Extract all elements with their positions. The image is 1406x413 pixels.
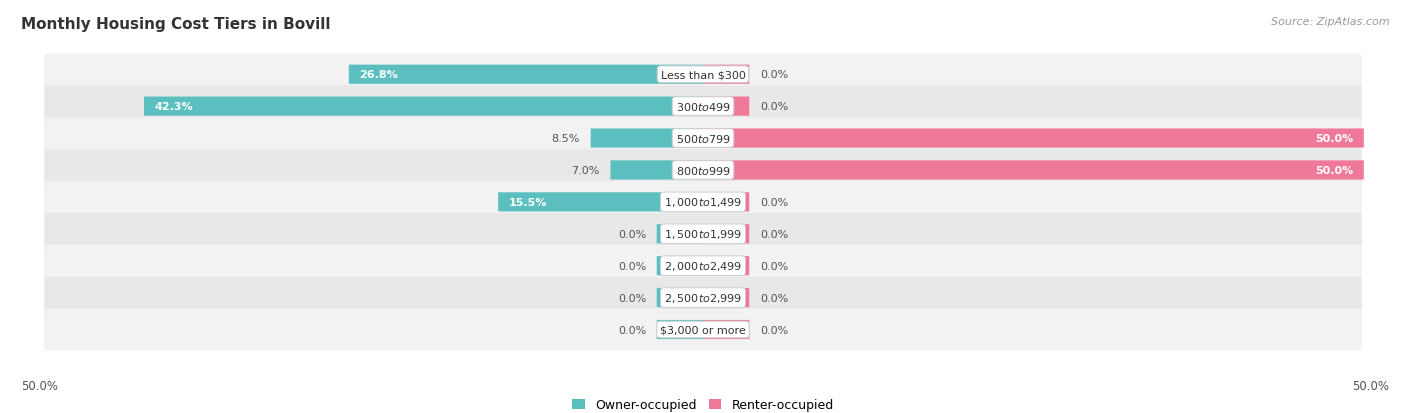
Text: 50.0%: 50.0% <box>1353 380 1389 392</box>
FancyBboxPatch shape <box>657 288 703 307</box>
Text: 8.5%: 8.5% <box>551 134 581 144</box>
FancyBboxPatch shape <box>703 256 749 275</box>
Text: 50.0%: 50.0% <box>21 380 58 392</box>
Legend: Owner-occupied, Renter-occupied: Owner-occupied, Renter-occupied <box>568 393 838 413</box>
Text: 0.0%: 0.0% <box>617 325 647 335</box>
FancyBboxPatch shape <box>591 129 703 148</box>
Text: 26.8%: 26.8% <box>360 70 398 80</box>
FancyBboxPatch shape <box>703 97 749 116</box>
Text: 0.0%: 0.0% <box>759 102 789 112</box>
Text: $1,500 to $1,999: $1,500 to $1,999 <box>664 228 742 241</box>
FancyBboxPatch shape <box>349 66 703 85</box>
Text: 0.0%: 0.0% <box>617 261 647 271</box>
Text: 0.0%: 0.0% <box>759 293 789 303</box>
Text: $2,500 to $2,999: $2,500 to $2,999 <box>664 292 742 304</box>
Text: 0.0%: 0.0% <box>759 197 789 207</box>
FancyBboxPatch shape <box>703 320 749 339</box>
Text: $300 to $499: $300 to $499 <box>675 101 731 113</box>
FancyBboxPatch shape <box>44 150 1362 191</box>
FancyBboxPatch shape <box>44 55 1362 96</box>
Text: 50.0%: 50.0% <box>1315 134 1353 144</box>
Text: $3,000 or more: $3,000 or more <box>661 325 745 335</box>
FancyBboxPatch shape <box>703 129 1364 148</box>
FancyBboxPatch shape <box>657 256 703 275</box>
FancyBboxPatch shape <box>610 161 703 180</box>
FancyBboxPatch shape <box>703 66 749 85</box>
FancyBboxPatch shape <box>703 288 749 307</box>
Text: $800 to $999: $800 to $999 <box>675 164 731 176</box>
FancyBboxPatch shape <box>44 182 1362 223</box>
FancyBboxPatch shape <box>703 193 749 212</box>
FancyBboxPatch shape <box>498 193 703 212</box>
FancyBboxPatch shape <box>657 320 703 339</box>
FancyBboxPatch shape <box>44 86 1362 128</box>
FancyBboxPatch shape <box>143 97 703 116</box>
Text: 42.3%: 42.3% <box>155 102 193 112</box>
FancyBboxPatch shape <box>657 225 703 244</box>
FancyBboxPatch shape <box>44 245 1362 287</box>
Text: Monthly Housing Cost Tiers in Bovill: Monthly Housing Cost Tiers in Bovill <box>21 17 330 31</box>
Text: $1,000 to $1,499: $1,000 to $1,499 <box>664 196 742 209</box>
FancyBboxPatch shape <box>703 161 1364 180</box>
Text: 0.0%: 0.0% <box>617 293 647 303</box>
Text: 0.0%: 0.0% <box>759 261 789 271</box>
Text: 15.5%: 15.5% <box>509 197 547 207</box>
Text: 50.0%: 50.0% <box>1315 166 1353 176</box>
FancyBboxPatch shape <box>44 214 1362 255</box>
FancyBboxPatch shape <box>44 277 1362 318</box>
FancyBboxPatch shape <box>44 309 1362 350</box>
Text: 0.0%: 0.0% <box>759 70 789 80</box>
Text: 0.0%: 0.0% <box>759 325 789 335</box>
Text: 7.0%: 7.0% <box>571 166 600 176</box>
FancyBboxPatch shape <box>703 225 749 244</box>
FancyBboxPatch shape <box>44 118 1362 159</box>
Text: 0.0%: 0.0% <box>617 229 647 239</box>
Text: Less than $300: Less than $300 <box>661 70 745 80</box>
Text: Source: ZipAtlas.com: Source: ZipAtlas.com <box>1271 17 1389 26</box>
Text: $2,000 to $2,499: $2,000 to $2,499 <box>664 259 742 273</box>
Text: 0.0%: 0.0% <box>759 229 789 239</box>
Text: $500 to $799: $500 to $799 <box>675 133 731 145</box>
